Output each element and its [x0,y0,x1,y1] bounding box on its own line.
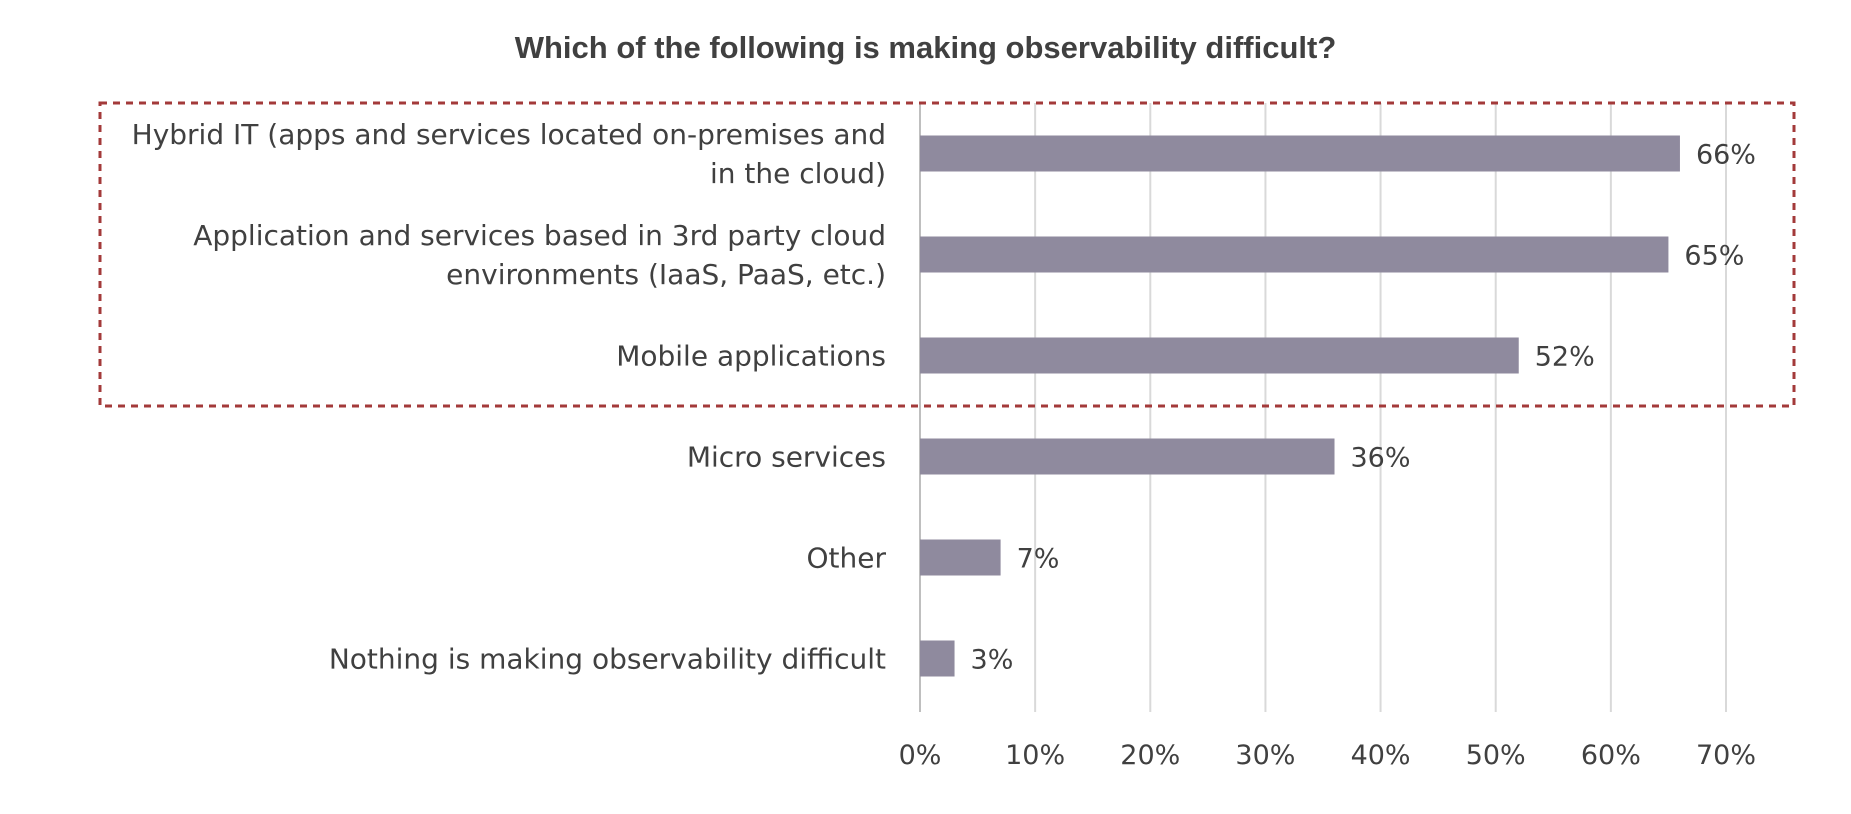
value-label: 65% [1684,241,1744,272]
chart-title: Which of the following is making observa… [514,30,1337,65]
bar [920,438,1335,475]
value-label: 66% [1696,140,1756,171]
x-tick-label: 40% [1351,740,1411,771]
bar [920,236,1669,273]
bar [920,640,955,677]
value-label: 3% [971,645,1014,676]
category-labels: Hybrid IT (apps and services located on-… [132,118,887,676]
category-label: Mobile applications [616,340,886,373]
highlight-box [98,101,1796,408]
category-label: Micro services [687,441,886,474]
value-labels: 66% 65% 52% 36% 7% 3% [971,140,1756,676]
bar [920,539,1001,576]
x-tick-label: 60% [1581,740,1641,771]
category-label: in the cloud) [710,157,886,190]
value-label: 52% [1535,342,1595,373]
category-label: Hybrid IT (apps and services located on-… [132,118,886,151]
category-label: environments (IaaS, PaaS, etc.) [446,258,886,291]
bar [920,135,1680,172]
x-tick-label: 50% [1466,740,1526,771]
category-label: Nothing is making observability difficul… [329,643,886,676]
value-label: 7% [1017,544,1060,575]
value-label: 36% [1351,443,1411,474]
x-tick-label: 10% [1005,740,1065,771]
x-tick-label: 70% [1696,740,1756,771]
x-tick-label: 20% [1120,740,1180,771]
x-axis-tick-labels: 0% 10% 20% 30% 40% 50% 60% 70% [899,740,1756,771]
bars [920,135,1680,677]
x-tick-label: 30% [1235,740,1295,771]
category-label: Other [806,542,886,575]
bar [920,337,1519,374]
x-tick-label: 0% [899,740,942,771]
category-label: Application and services based in 3rd pa… [193,219,886,252]
